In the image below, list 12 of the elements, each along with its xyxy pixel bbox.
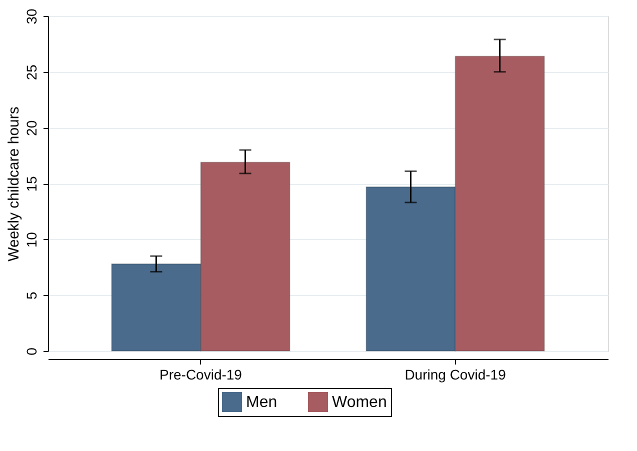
y-tick-label: 10 bbox=[24, 232, 40, 248]
y-tick-label: 20 bbox=[24, 120, 40, 136]
y-tick-label: 25 bbox=[24, 64, 40, 80]
legend-label: Women bbox=[332, 394, 387, 411]
y-tick-label: 30 bbox=[24, 8, 40, 24]
x-tick-label: Pre-Covid-19 bbox=[159, 366, 242, 382]
y-tick-label: 5 bbox=[24, 292, 40, 300]
y-tick-label: 15 bbox=[24, 176, 40, 192]
y-tick-label: 0 bbox=[24, 347, 40, 356]
x-tick-label: During Covid-19 bbox=[404, 366, 506, 382]
y-axis-title: Weekly childcare hours bbox=[6, 106, 22, 262]
legend-label: Men bbox=[246, 394, 278, 411]
